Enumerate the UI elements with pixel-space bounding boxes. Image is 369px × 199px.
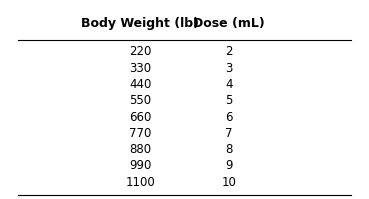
Text: 10: 10 (221, 176, 236, 189)
Text: 220: 220 (129, 45, 151, 58)
Text: Dose (mL): Dose (mL) (193, 17, 265, 30)
Text: 8: 8 (225, 143, 232, 156)
Text: 2: 2 (225, 45, 232, 58)
Text: 9: 9 (225, 159, 232, 173)
Text: 770: 770 (129, 127, 151, 140)
Text: 6: 6 (225, 110, 232, 124)
Text: 550: 550 (129, 94, 151, 107)
Text: 660: 660 (129, 110, 151, 124)
Text: 4: 4 (225, 78, 232, 91)
Text: 7: 7 (225, 127, 232, 140)
Text: 990: 990 (129, 159, 151, 173)
Text: 440: 440 (129, 78, 151, 91)
Text: 3: 3 (225, 61, 232, 75)
Text: 880: 880 (129, 143, 151, 156)
Text: 5: 5 (225, 94, 232, 107)
Text: Body Weight (lb): Body Weight (lb) (81, 17, 199, 30)
Text: 1100: 1100 (125, 176, 155, 189)
Text: 330: 330 (129, 61, 151, 75)
